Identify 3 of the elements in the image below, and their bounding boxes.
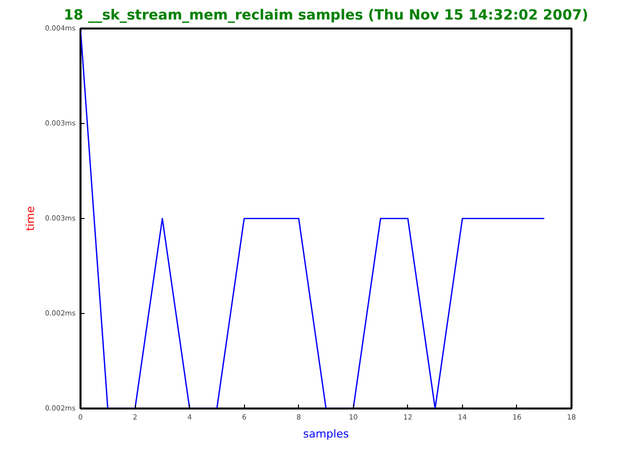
y-axis-title: time: [24, 206, 37, 231]
chart-title: 18 __sk_stream_mem_reclaim samples (Thu Nov 15 14:32:02 2007): [64, 8, 588, 24]
x-axis-title: samples: [303, 428, 350, 440]
